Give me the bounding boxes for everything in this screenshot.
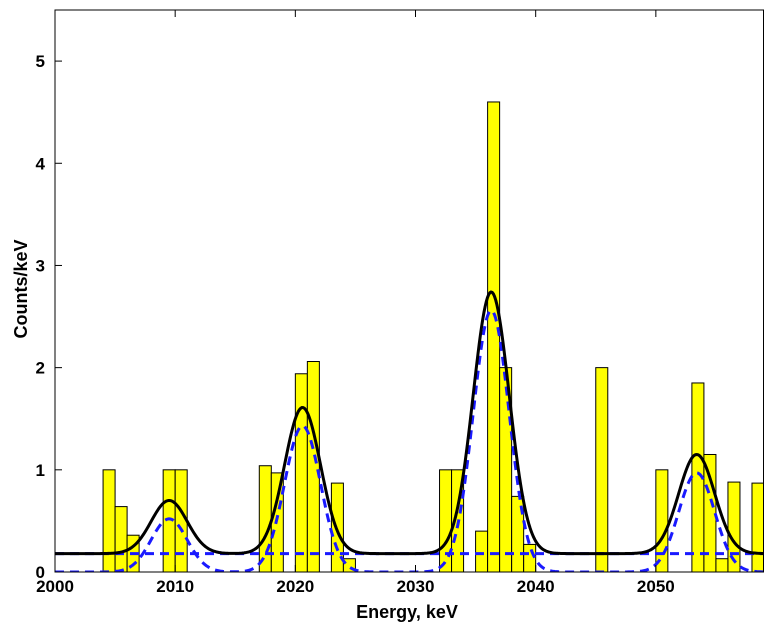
histogram-bar-7 (294, 373, 308, 572)
x-axis-label: Energy, keV (356, 602, 458, 622)
histogram-bar-3 (162, 469, 176, 572)
x-tick-label-1: 2010 (156, 577, 194, 596)
histogram-bar-17 (523, 543, 537, 572)
total-fit-curve (55, 290, 764, 556)
x-tick-label-0: 2000 (36, 577, 74, 596)
x-tick-label-3: 2030 (397, 577, 435, 596)
histogram-bar-14 (487, 101, 501, 572)
histogram-bar-1 (114, 506, 128, 572)
histogram-bar-8 (306, 361, 320, 572)
histogram-bar-19 (655, 469, 669, 572)
histogram-bar-18 (595, 367, 609, 572)
histogram-bar-22 (715, 558, 729, 572)
y-axis-label: Counts/keV (11, 239, 31, 338)
x-tick-label-4: 2040 (517, 577, 555, 596)
y-tick-label-2: 2 (36, 359, 45, 378)
histogram-bar-0 (102, 469, 116, 572)
x-tick-label-2: 2020 (276, 577, 314, 596)
plot-area: 2000 2010 2020 2030 2040 2050 0 1 2 3 4 5 (36, 9, 764, 596)
y-tick-label-1: 1 (36, 461, 45, 480)
y-tick-label-0: 0 (36, 563, 45, 582)
histogram-bar-5 (258, 465, 272, 572)
y-tick-label-4: 4 (36, 154, 46, 173)
histogram-bar-13 (475, 530, 489, 572)
y-tick-label-3: 3 (36, 256, 45, 275)
plot-inner (55, 101, 764, 572)
y-tick-label-5: 5 (36, 52, 45, 71)
x-tick-label-5: 2050 (637, 577, 675, 596)
histogram-bar-24 (751, 482, 764, 572)
